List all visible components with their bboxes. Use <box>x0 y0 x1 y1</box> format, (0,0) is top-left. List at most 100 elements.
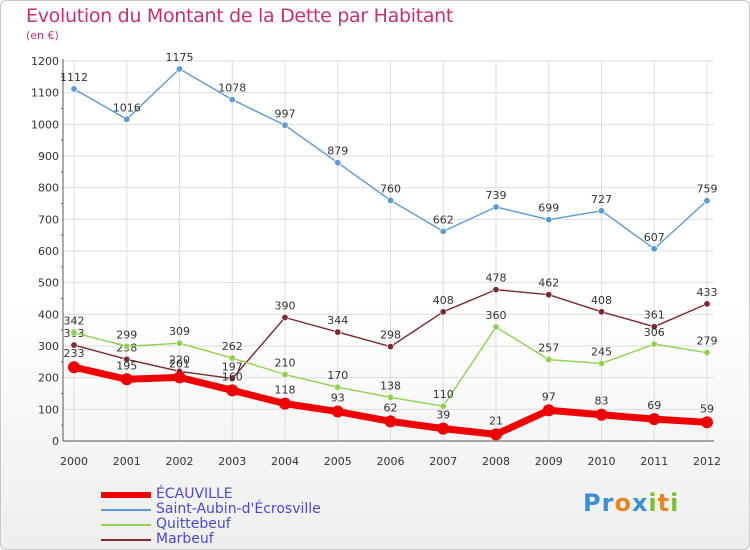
data-point <box>70 329 78 337</box>
logo-letter: i <box>670 489 680 517</box>
data-point <box>226 384 239 397</box>
y-tick-label: 1000 <box>31 118 59 131</box>
y-tick-label: 1200 <box>31 55 59 68</box>
data-label: 110 <box>433 388 454 401</box>
data-label: 462 <box>538 277 559 290</box>
data-label: 342 <box>64 315 85 328</box>
data-label: 257 <box>538 342 559 355</box>
data-point <box>228 375 236 383</box>
data-point <box>703 300 711 308</box>
data-label: 759 <box>697 183 718 196</box>
data-point <box>439 308 447 316</box>
data-label: 210 <box>275 357 296 370</box>
y-tick-label: 100 <box>38 403 59 416</box>
data-point <box>279 397 291 410</box>
data-label: 727 <box>591 193 612 206</box>
data-label: 1078 <box>218 82 246 95</box>
legend-label: Quittebeuf <box>156 516 231 532</box>
logo-letter: i <box>648 489 658 517</box>
data-point <box>545 356 553 364</box>
data-point <box>120 373 133 386</box>
data-point <box>597 359 605 367</box>
data-point <box>281 121 289 129</box>
x-tick-label: 2011 <box>640 455 668 468</box>
y-tick-label: 900 <box>38 150 59 163</box>
data-point <box>173 371 186 384</box>
data-point <box>650 340 658 348</box>
data-label: 699 <box>538 202 559 215</box>
data-label: 195 <box>116 359 137 372</box>
x-tick-label: 2003 <box>218 455 246 468</box>
x-tick-label: 2004 <box>271 455 299 468</box>
data-label: 197 <box>222 361 243 374</box>
data-point <box>176 65 184 73</box>
data-label: 306 <box>644 326 665 339</box>
data-label: 390 <box>275 300 296 313</box>
data-label: 83 <box>595 395 609 408</box>
data-label: 360 <box>486 309 507 322</box>
legend-swatch <box>101 492 151 498</box>
data-point <box>70 341 78 349</box>
data-point <box>384 415 397 428</box>
data-label: 879 <box>327 145 348 158</box>
logo-letter: P <box>583 489 602 517</box>
data-label: 478 <box>486 272 507 285</box>
x-tick-label: 2009 <box>535 455 563 468</box>
data-point <box>123 355 131 363</box>
data-label: 220 <box>169 353 190 366</box>
data-point <box>492 286 500 294</box>
data-label: 201 <box>169 357 190 370</box>
data-label: 1112 <box>60 71 88 84</box>
logo-letter: r <box>601 489 615 517</box>
logo-letter: x <box>631 489 649 517</box>
data-point <box>492 203 500 211</box>
y-tick-label: 500 <box>38 277 59 290</box>
data-label: 233 <box>64 347 85 360</box>
data-point <box>334 383 342 391</box>
data-point <box>595 408 608 421</box>
data-point <box>176 339 184 347</box>
data-point <box>228 354 236 362</box>
data-label: 997 <box>275 107 296 120</box>
data-point <box>545 291 553 299</box>
legend-swatch <box>101 539 151 541</box>
x-tick-label: 2007 <box>429 455 457 468</box>
data-label: 662 <box>433 213 454 226</box>
data-point <box>68 361 80 374</box>
data-label: 118 <box>275 384 296 397</box>
data-label: 408 <box>591 294 612 307</box>
data-point <box>228 96 236 104</box>
data-point <box>386 393 394 401</box>
data-point <box>334 328 342 336</box>
data-label: 245 <box>591 345 612 358</box>
data-point <box>492 323 500 331</box>
data-point <box>650 245 658 253</box>
data-label: 69 <box>647 399 661 412</box>
x-tick-label: 2000 <box>60 455 88 468</box>
legend-label: Saint-Aubin-d'Écrosville <box>156 501 321 517</box>
y-tick-label: 600 <box>38 245 59 258</box>
data-label: 344 <box>327 314 348 327</box>
data-label: 262 <box>222 340 243 353</box>
data-point <box>281 370 289 378</box>
data-point <box>281 313 289 321</box>
data-point <box>650 323 658 331</box>
data-label: 299 <box>116 328 137 341</box>
data-point <box>545 216 553 224</box>
y-tick-label: 300 <box>38 340 59 353</box>
logo-letter: o <box>614 489 632 517</box>
data-label: 309 <box>169 325 190 338</box>
data-point <box>703 197 711 205</box>
chart-unit: (en €) <box>26 29 59 42</box>
x-tick-label: 2005 <box>324 455 352 468</box>
legend-label: Marbeuf <box>156 531 214 547</box>
data-label: 279 <box>697 335 718 348</box>
y-tick-label: 700 <box>38 213 59 226</box>
data-point <box>386 196 394 204</box>
data-label: 408 <box>433 294 454 307</box>
x-tick-label: 2002 <box>166 455 194 468</box>
chart-title: Evolution du Montant de la Dette par Hab… <box>26 5 454 27</box>
x-tick-label: 2006 <box>377 455 405 468</box>
